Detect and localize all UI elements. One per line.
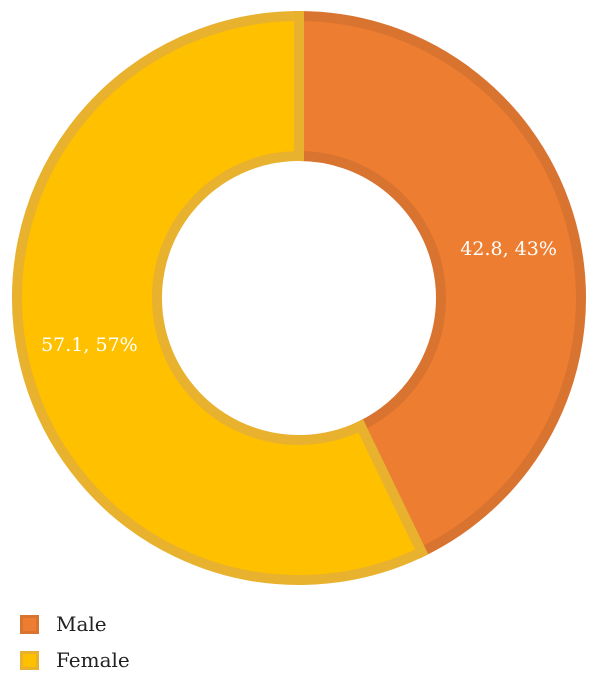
legend-swatch-male — [20, 614, 39, 634]
slice-female — [12, 10, 429, 585]
slice-label-female: 57.1, 57% — [41, 334, 138, 356]
legend-label-male: Male — [56, 612, 107, 636]
legend-item-male: Male — [20, 606, 130, 642]
legend: Male Female — [20, 606, 130, 678]
slice-male — [294, 10, 586, 559]
legend-item-female: Female — [20, 642, 130, 678]
slice-labels: 42.8, 43% 57.1, 57% — [41, 238, 557, 356]
donut-slices — [12, 10, 586, 585]
slice-label-male: 42.8, 43% — [460, 238, 557, 260]
donut-chart: 42.8, 43% 57.1, 57% — [12, 10, 586, 585]
legend-swatch-female — [20, 650, 39, 670]
legend-label-female: Female — [56, 648, 130, 672]
